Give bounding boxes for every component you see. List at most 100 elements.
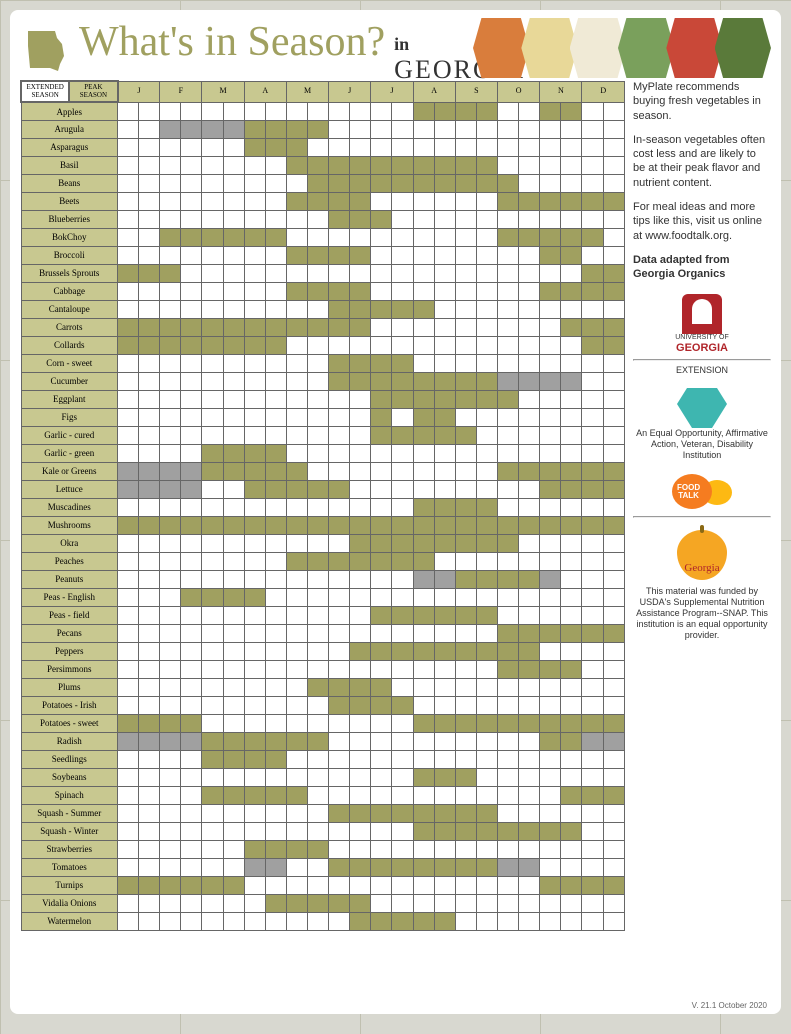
season-cell xyxy=(413,732,434,750)
season-cell xyxy=(244,570,265,588)
season-cell xyxy=(540,318,561,336)
season-cell xyxy=(286,174,307,192)
season-cell xyxy=(139,660,160,678)
season-cell xyxy=(413,570,434,588)
season-cell xyxy=(434,120,455,138)
season-cell xyxy=(160,444,181,462)
season-cell xyxy=(603,480,624,498)
season-cell xyxy=(118,552,139,570)
season-cell xyxy=(498,426,519,444)
season-cell xyxy=(413,588,434,606)
season-cell xyxy=(519,102,540,120)
season-cell xyxy=(244,642,265,660)
season-cell xyxy=(582,372,603,390)
season-cell xyxy=(350,552,371,570)
season-cell xyxy=(519,174,540,192)
season-cell xyxy=(350,786,371,804)
season-cell xyxy=(350,336,371,354)
season-cell xyxy=(350,714,371,732)
season-cell xyxy=(202,696,223,714)
season-cell xyxy=(160,390,181,408)
sidebar-p3: For meal ideas and more tips like this, … xyxy=(633,200,771,243)
season-cell xyxy=(561,858,582,876)
season-cell xyxy=(603,624,624,642)
table-row: Beets xyxy=(21,192,625,210)
season-cell xyxy=(160,354,181,372)
season-cell xyxy=(286,732,307,750)
season-cell xyxy=(561,318,582,336)
season-cell xyxy=(561,480,582,498)
season-cell xyxy=(244,534,265,552)
season-cell xyxy=(181,498,202,516)
season-cell xyxy=(223,534,244,552)
season-cell xyxy=(329,264,350,282)
table-row: Potatoes - sweet xyxy=(21,714,625,732)
season-cell xyxy=(455,822,476,840)
season-cell xyxy=(434,696,455,714)
season-cell xyxy=(476,552,497,570)
season-cell xyxy=(265,624,286,642)
season-cell xyxy=(434,678,455,696)
season-cell xyxy=(286,156,307,174)
season-cell xyxy=(286,822,307,840)
season-cell xyxy=(519,534,540,552)
season-cell xyxy=(139,138,160,156)
produce-name-cell: Muscadines xyxy=(21,498,118,516)
season-cell xyxy=(139,426,160,444)
season-cell xyxy=(371,192,392,210)
season-cell xyxy=(350,606,371,624)
season-cell xyxy=(308,156,329,174)
season-cell xyxy=(582,462,603,480)
season-cell xyxy=(434,822,455,840)
season-cell xyxy=(286,318,307,336)
season-cell xyxy=(350,390,371,408)
season-cell xyxy=(540,642,561,660)
season-cell xyxy=(476,246,497,264)
season-cell xyxy=(223,894,244,912)
season-cell xyxy=(244,408,265,426)
season-cell xyxy=(160,228,181,246)
season-cell xyxy=(160,714,181,732)
season-cell xyxy=(540,444,561,462)
season-cell xyxy=(350,750,371,768)
season-cell xyxy=(118,318,139,336)
season-cell xyxy=(392,444,413,462)
season-cell xyxy=(603,246,624,264)
season-cell xyxy=(181,894,202,912)
season-cell xyxy=(350,282,371,300)
version-text: V. 21.1 October 2020 xyxy=(692,1001,767,1010)
season-cell xyxy=(181,300,202,318)
season-cell xyxy=(181,336,202,354)
season-cell xyxy=(371,426,392,444)
season-cell xyxy=(139,282,160,300)
season-cell xyxy=(118,336,139,354)
season-cell xyxy=(603,282,624,300)
season-cell xyxy=(476,732,497,750)
season-cell xyxy=(371,840,392,858)
season-cell xyxy=(540,732,561,750)
table-row: Garlic - green xyxy=(21,444,625,462)
season-cell xyxy=(308,228,329,246)
season-cell xyxy=(455,336,476,354)
season-cell xyxy=(202,606,223,624)
season-cell xyxy=(160,210,181,228)
season-cell xyxy=(582,750,603,768)
season-cell xyxy=(118,714,139,732)
season-cell xyxy=(265,120,286,138)
season-cell xyxy=(223,480,244,498)
season-cell xyxy=(540,876,561,894)
season-cell xyxy=(265,552,286,570)
season-cell xyxy=(160,282,181,300)
season-cell xyxy=(371,606,392,624)
season-cell xyxy=(413,660,434,678)
season-cell xyxy=(371,462,392,480)
season-cell xyxy=(413,534,434,552)
title-script: What's in Season? xyxy=(79,18,385,66)
season-cell xyxy=(519,552,540,570)
season-cell xyxy=(118,264,139,282)
season-cell xyxy=(413,336,434,354)
season-cell xyxy=(392,912,413,930)
table-row: Peanuts xyxy=(21,570,625,588)
season-cell xyxy=(540,102,561,120)
table-row: Radish xyxy=(21,732,625,750)
